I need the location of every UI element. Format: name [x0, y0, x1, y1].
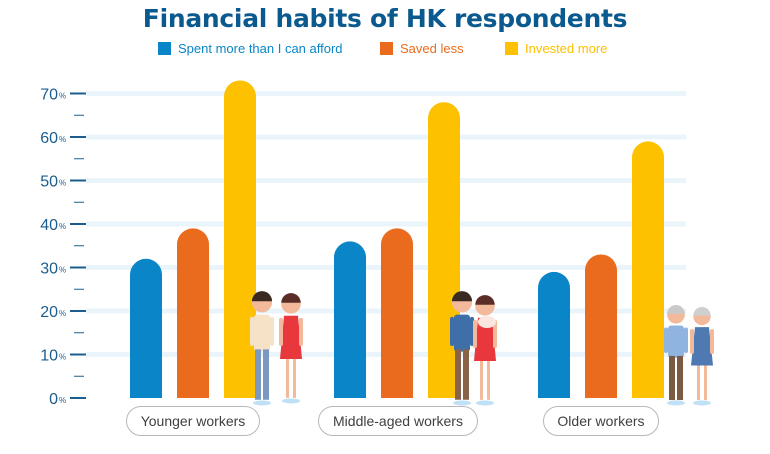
- y-tick-label-10: 10: [40, 348, 58, 365]
- bar-2-0: [538, 271, 570, 398]
- father-leg-right: [463, 349, 469, 400]
- young-man-arm-right: [270, 316, 274, 346]
- elderly-man-torso: [668, 325, 684, 358]
- y-tick-label-60: 60: [40, 130, 58, 147]
- bar-1-0: [334, 241, 366, 398]
- y-tick-label-20: 20: [40, 304, 58, 321]
- parents-with-baby-icon: [450, 291, 497, 406]
- young-man-leg-right: [263, 349, 269, 400]
- y-tick-label-40: 40: [40, 217, 58, 234]
- elderly-woman-arm-right: [710, 329, 714, 354]
- legend-swatch-spent-more: [158, 42, 171, 55]
- young-couple-icon: [250, 291, 303, 406]
- bar-0-2: [224, 80, 256, 398]
- father-shadow: [453, 400, 471, 406]
- elderly-woman-arm-left: [690, 329, 694, 354]
- young-woman-leg-right: [293, 358, 296, 398]
- bar-1-1: [381, 228, 413, 398]
- young-man-hair: [251, 291, 273, 302]
- legend-label-saved-less: Saved less: [400, 41, 464, 56]
- bar-2-2: [632, 141, 664, 398]
- y-tick-label-0: 0: [49, 391, 58, 408]
- young-woman-arm-right: [299, 317, 303, 346]
- bar-0-0: [130, 258, 162, 398]
- mother-arm-right: [493, 319, 497, 348]
- y-tick-suffix-50: %: [59, 179, 66, 188]
- elderly-man-leg-left: [669, 355, 675, 401]
- elderly-man-arm-left: [664, 327, 668, 353]
- y-tick-suffix-0: %: [59, 396, 66, 405]
- y-tick-suffix-70: %: [59, 92, 66, 101]
- legend-item-saved-less: Saved less: [380, 41, 464, 56]
- y-tick-suffix-40: %: [59, 222, 66, 231]
- legend-item-spent-more: Spent more than I can afford: [158, 41, 343, 56]
- legend-swatch-saved-less: [380, 42, 393, 55]
- elderly-man-leg-right: [677, 355, 683, 401]
- young-man-leg-left: [255, 349, 261, 400]
- y-tick-suffix-60: %: [59, 135, 66, 144]
- elderly-woman-leg-left: [697, 365, 700, 401]
- elderly-woman-leg-right: [704, 365, 707, 401]
- gridline-40: [86, 221, 686, 227]
- young-woman-shadow: [282, 398, 300, 404]
- elderly-woman-shadow: [693, 400, 711, 406]
- y-tick-suffix-30: %: [59, 266, 66, 275]
- elderly-couple-icon: [664, 304, 714, 406]
- category-label-older-workers: Older workers: [543, 406, 659, 436]
- legend: Spent more than I can afford Saved less …: [0, 41, 770, 61]
- legend-label-spent-more: Spent more than I can afford: [178, 41, 343, 56]
- y-tick-suffix-10: %: [59, 353, 66, 362]
- father-leg-left: [455, 349, 461, 400]
- baby: [478, 316, 496, 328]
- elderly-man-shadow: [667, 400, 685, 406]
- young-man-arm-left: [250, 316, 254, 346]
- young-woman-hair: [281, 293, 301, 303]
- y-tick-label-50: 50: [40, 174, 58, 191]
- y-tick-label-30: 30: [40, 261, 58, 278]
- bar-0-1: [177, 228, 209, 398]
- mother-leg-right: [487, 360, 490, 400]
- gridline-50: [86, 178, 686, 183]
- father-arm-left: [450, 316, 454, 346]
- legend-label-invested-more: Invested more: [525, 41, 608, 56]
- young-man-torso: [254, 314, 270, 352]
- mother-dress: [474, 317, 496, 361]
- young-man-shadow: [253, 400, 271, 406]
- young-woman-arm-left: [279, 317, 283, 346]
- father-hair: [451, 291, 473, 302]
- chart-title: Financial habits of HK respondents: [142, 4, 628, 33]
- y-tick-label-70: 70: [40, 87, 58, 104]
- gridline-70: [86, 91, 686, 96]
- legend-swatch-invested-more: [505, 42, 518, 55]
- legend-item-invested-more: Invested more: [505, 41, 607, 56]
- mother-leg-left: [480, 360, 483, 400]
- y-tick-suffix-20: %: [59, 309, 66, 318]
- gridline-60: [86, 134, 686, 140]
- elderly-man-hair: [667, 304, 685, 314]
- father-torso: [454, 314, 470, 352]
- mother-shadow: [476, 400, 494, 406]
- elderly-woman-hair: [693, 306, 711, 316]
- bar-2-1: [585, 254, 617, 398]
- young-woman-dress: [280, 315, 302, 359]
- mother-arm-left: [473, 319, 477, 348]
- category-label-younger-workers: Younger workers: [126, 406, 260, 436]
- elderly-man-arm-right: [684, 327, 688, 353]
- category-label-middle-aged-workers: Middle-aged workers: [318, 406, 478, 436]
- elderly-woman-dress: [691, 327, 713, 366]
- young-woman-leg-left: [286, 358, 289, 398]
- mother-hair: [475, 295, 495, 305]
